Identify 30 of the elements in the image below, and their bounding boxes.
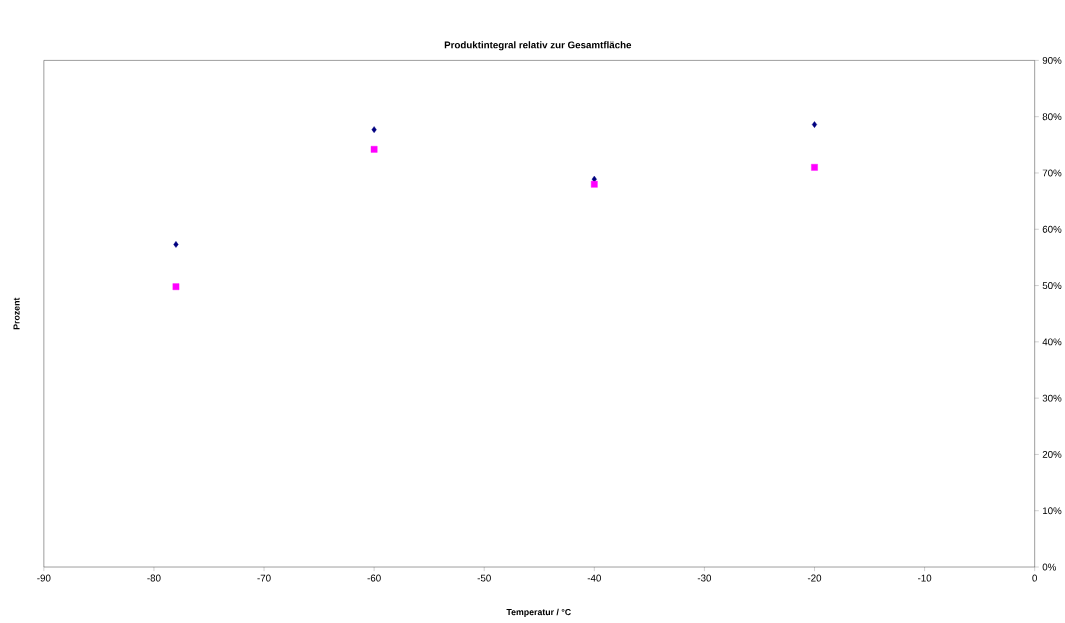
point [811, 164, 818, 171]
chart-title: Produktintegral relativ zur Gesamtfläche [444, 41, 632, 51]
point [590, 181, 598, 188]
y-tick-label: 90% [1042, 57, 1062, 65]
point [172, 283, 180, 291]
x-tick-label: -60 [367, 574, 381, 582]
y-tick-label: 10% [1043, 507, 1062, 515]
y-tick-label: 80% [1042, 113, 1062, 121]
x-tick-label: -40 [587, 574, 601, 582]
y-tick-label: 30% [1042, 394, 1062, 402]
x-tick-label: -30 [697, 574, 712, 582]
point [371, 126, 377, 134]
point [811, 121, 818, 129]
y-tick-label: 60% [1042, 226, 1062, 233]
x-tick-label: -90 [37, 574, 51, 582]
y-tick-label: 40% [1042, 338, 1062, 346]
point [173, 241, 179, 249]
y-tick-label: 50% [1042, 282, 1062, 290]
y-tick-label: 0% [1042, 563, 1056, 571]
y-tick-label: 70% [1042, 169, 1062, 177]
y-axis-title: Prozent [13, 297, 20, 330]
y-tick-label: 20% [1042, 451, 1062, 459]
x-tick-label: -50 [477, 574, 491, 582]
x-tick-label: -70 [257, 574, 271, 582]
x-tick-label: -80 [147, 574, 161, 582]
x-tick-label: 0 [1032, 574, 1037, 582]
x-tick-label: -20 [807, 574, 822, 582]
x-tick-label: -10 [917, 574, 932, 582]
point [370, 146, 378, 153]
x-axis-title: Temperatur / °C [506, 608, 571, 618]
